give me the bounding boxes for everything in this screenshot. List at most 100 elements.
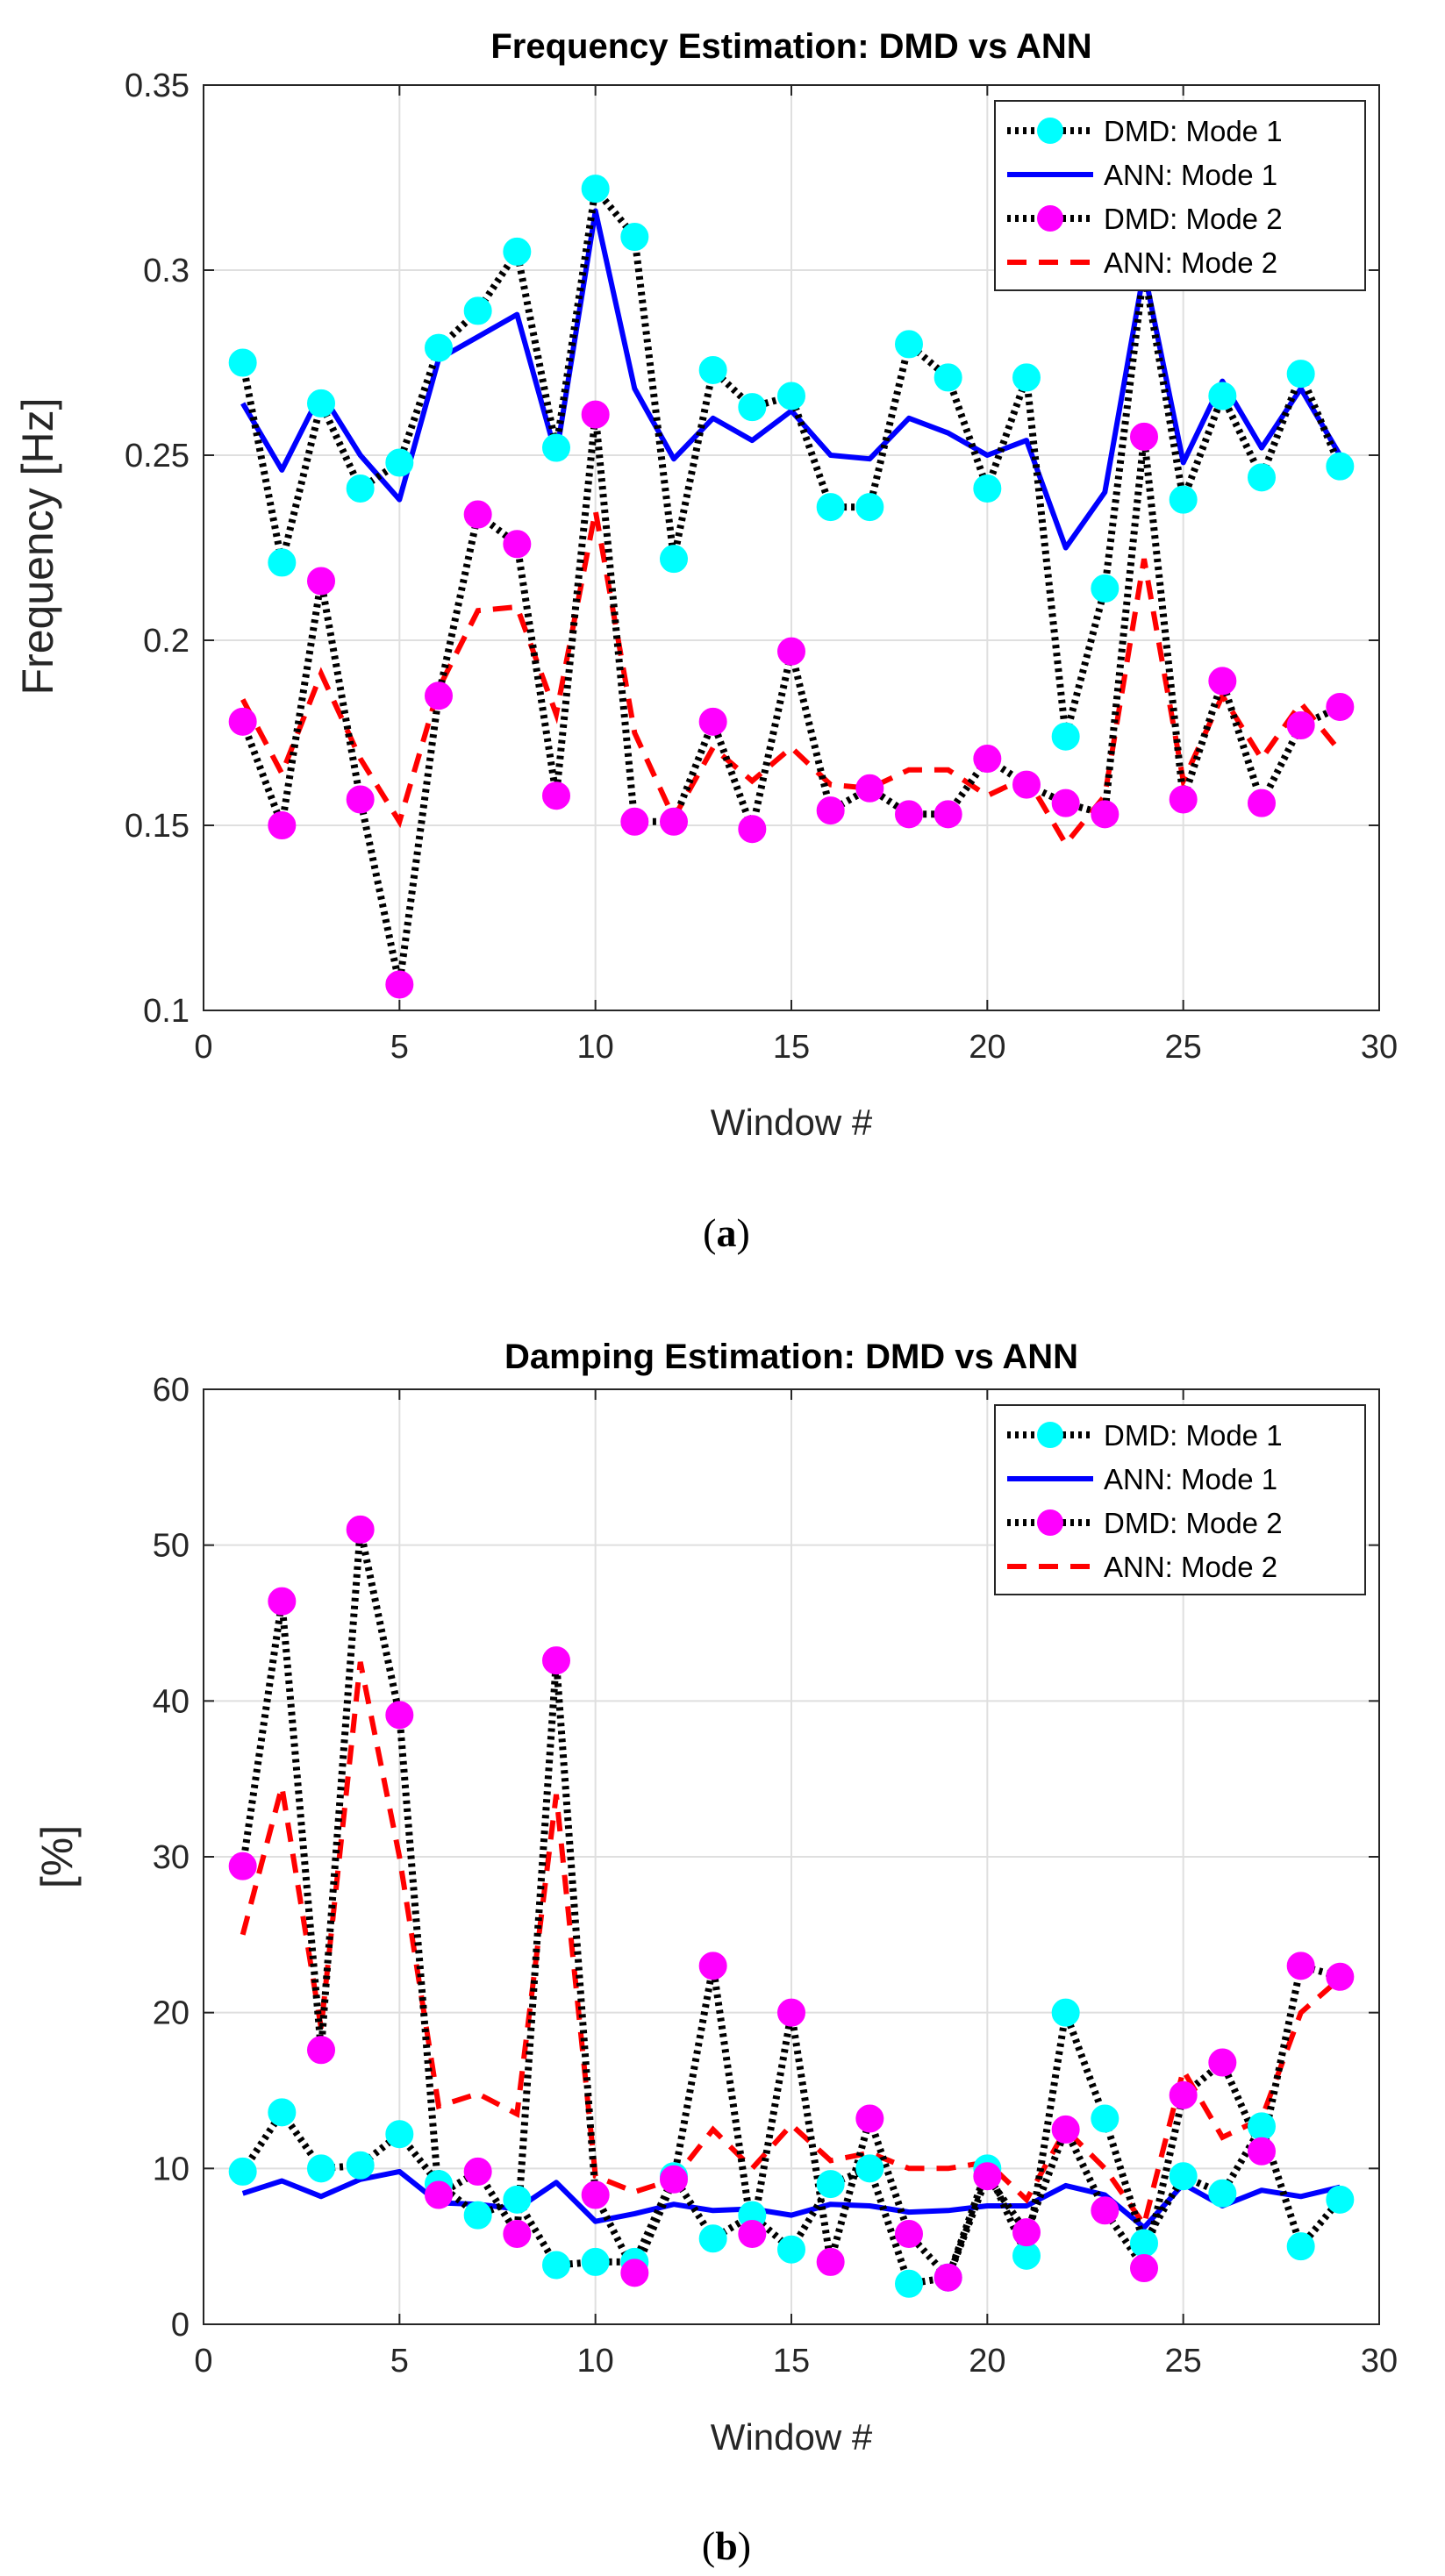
data-point-dmd-mode-1	[895, 330, 923, 359]
data-point-dmd-mode-1	[816, 2170, 845, 2199]
data-point-dmd-mode-2	[895, 2219, 923, 2248]
y-tick-label: 0.15	[125, 808, 190, 845]
data-point-dmd-mode-1	[503, 237, 532, 266]
data-point-dmd-mode-1	[425, 333, 453, 362]
frequency-chart: Frequency Estimation: DMD vs ANN 0 5 10 15 2…	[13, 27, 1398, 1255]
legend-item: ANN: Mode 2	[1007, 1551, 1277, 1583]
data-point-dmd-mode-2	[973, 2162, 1002, 2191]
data-point-dmd-mode-2	[1169, 785, 1198, 814]
data-point-dmd-mode-2	[1130, 422, 1158, 451]
x-tick-label: 5	[390, 1029, 409, 1066]
data-point-dmd-mode-2	[895, 800, 923, 829]
data-point-dmd-mode-1	[620, 223, 649, 252]
data-point-dmd-mode-1	[855, 2154, 884, 2183]
data-point-dmd-mode-2	[503, 2219, 532, 2248]
data-point-dmd-mode-2	[463, 2157, 492, 2186]
y-tick-label: 10	[153, 2151, 190, 2187]
data-point-dmd-mode-2	[1169, 2080, 1198, 2109]
data-point-dmd-mode-2	[385, 970, 414, 999]
data-point-dmd-mode-2	[855, 2104, 884, 2133]
x-axis-label: Window #	[711, 1102, 873, 1143]
data-point-dmd-mode-2	[1248, 788, 1276, 817]
damping-chart: Damping Estimation: DMD vs ANN 0 5 10 15 20 2…	[32, 1338, 1398, 2568]
x-tick-label: 30	[1361, 1029, 1398, 1066]
caption-letter: b	[715, 2523, 738, 2568]
legend-label: DMD: Mode 2	[1104, 203, 1283, 235]
legend-item: ANN: Mode 2	[1007, 246, 1277, 279]
y-tick-label: 20	[153, 1995, 190, 2032]
data-point-dmd-mode-1	[542, 433, 570, 462]
data-point-dmd-mode-1	[581, 2247, 610, 2276]
data-point-dmd-mode-1	[738, 393, 767, 422]
data-point-dmd-mode-1	[660, 545, 688, 574]
data-point-dmd-mode-1	[895, 2269, 923, 2298]
data-point-dmd-mode-1	[346, 2151, 375, 2180]
caption-letter: a	[717, 1210, 737, 1255]
data-point-dmd-mode-1	[346, 474, 375, 503]
data-point-dmd-mode-2	[1091, 2196, 1120, 2225]
data-point-dmd-mode-2	[346, 1515, 375, 1544]
data-point-dmd-mode-1	[777, 382, 805, 410]
data-point-dmd-mode-1	[385, 448, 414, 477]
data-point-dmd-mode-2	[581, 2180, 610, 2209]
y-tick-label: 0.25	[125, 438, 190, 475]
data-point-dmd-mode-2	[855, 774, 884, 803]
legend-marker	[1037, 1422, 1063, 1448]
y-tick-label: 0.3	[143, 253, 190, 289]
data-point-dmd-mode-2	[346, 785, 375, 814]
data-point-dmd-mode-2	[542, 1646, 570, 1675]
data-point-dmd-mode-2	[1130, 2254, 1158, 2283]
y-tick-label: 0.1	[143, 993, 190, 1030]
data-point-dmd-mode-1	[1051, 1998, 1080, 2027]
data-point-dmd-mode-2	[777, 1998, 805, 2027]
data-point-dmd-mode-1	[1286, 2232, 1315, 2261]
data-point-dmd-mode-2	[1091, 800, 1120, 829]
data-point-dmd-mode-2	[268, 1587, 297, 1616]
data-point-dmd-mode-2	[268, 811, 297, 839]
data-point-dmd-mode-1	[1012, 2241, 1041, 2270]
x-tick-label: 5	[390, 2343, 409, 2380]
data-point-dmd-mode-2	[1012, 770, 1041, 799]
legend-marker	[1037, 205, 1063, 232]
data-point-dmd-mode-1	[1091, 574, 1120, 603]
y-axis-label: Frequency [Hz]	[13, 397, 62, 695]
data-point-dmd-mode-1	[1208, 2179, 1237, 2208]
x-tick-label: 25	[1165, 1029, 1202, 1066]
data-point-dmd-mode-2	[228, 1852, 257, 1880]
data-point-dmd-mode-2	[816, 2247, 845, 2276]
data-point-dmd-mode-2	[385, 1701, 414, 1730]
data-point-dmd-mode-2	[777, 637, 805, 666]
legend-label: DMD: Mode 1	[1104, 115, 1283, 147]
legend-label: ANN: Mode 1	[1104, 159, 1277, 191]
data-point-dmd-mode-2	[660, 2165, 688, 2194]
data-point-dmd-mode-1	[307, 2154, 335, 2183]
data-point-dmd-mode-2	[228, 707, 257, 736]
data-point-dmd-mode-2	[934, 800, 962, 829]
data-point-dmd-mode-1	[1326, 2185, 1355, 2214]
legend-label: ANN: Mode 1	[1104, 1463, 1277, 1495]
x-tick-label: 20	[969, 1029, 1005, 1066]
data-point-dmd-mode-1	[1051, 722, 1080, 751]
data-point-dmd-mode-1	[1169, 2162, 1198, 2191]
data-point-dmd-mode-1	[1326, 452, 1355, 481]
data-point-dmd-mode-2	[581, 400, 610, 429]
data-point-dmd-mode-1	[1012, 363, 1041, 392]
data-point-dmd-mode-1	[816, 493, 845, 522]
data-point-dmd-mode-2	[503, 530, 532, 559]
series-dmd-mode-1-line	[240, 1999, 1343, 2288]
y-tick-label: 0.2	[143, 623, 190, 660]
legend-item: DMD: Mode 2	[1007, 203, 1283, 235]
data-point-dmd-mode-2	[1012, 2218, 1041, 2247]
y-tick-label: 50	[153, 1528, 190, 1565]
data-point-dmd-mode-2	[973, 745, 1002, 774]
series-ann-mode-2-line	[240, 510, 1342, 849]
data-point-dmd-mode-2	[1286, 711, 1315, 740]
data-point-dmd-mode-1	[542, 2251, 570, 2280]
data-point-dmd-mode-1	[228, 2157, 257, 2186]
x-tick-label: 15	[773, 2343, 810, 2380]
data-point-dmd-mode-2	[1051, 788, 1080, 817]
data-point-dmd-mode-2	[620, 807, 649, 836]
data-point-dmd-mode-2	[1051, 2115, 1080, 2144]
data-point-dmd-mode-2	[1208, 667, 1237, 696]
data-point-dmd-mode-1	[503, 2185, 532, 2214]
